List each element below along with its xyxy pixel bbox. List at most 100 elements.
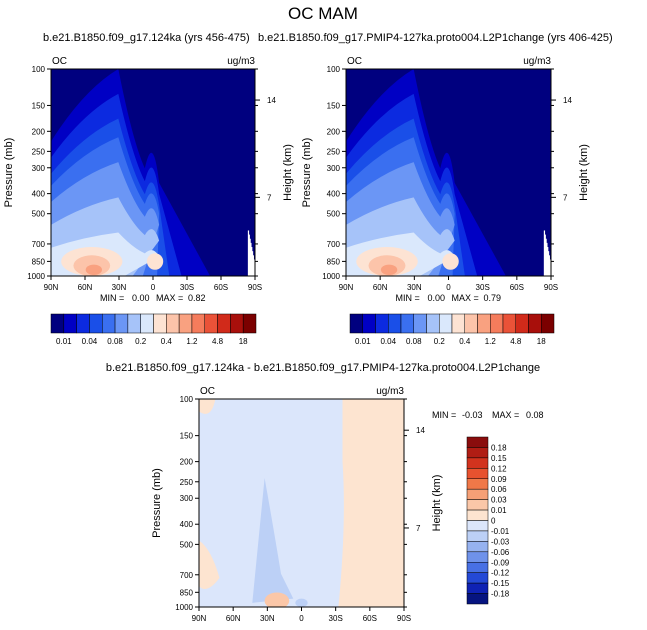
colorbar-label: -0.15	[491, 579, 510, 588]
left-string: OC	[200, 386, 215, 397]
colorbar-swatch	[63, 313, 77, 334]
colorbar-swatch	[466, 468, 489, 479]
y-tick-label: 400	[32, 190, 46, 199]
y-axis-label: Pressure (mb)	[301, 138, 313, 208]
colorbar-swatch	[153, 313, 167, 334]
colorbar-label: 0.15	[491, 454, 507, 463]
orography-mask	[545, 238, 547, 276]
colorbar-label: 0.01	[56, 337, 72, 346]
orography-mask	[247, 230, 250, 276]
min-value: 0.00	[428, 293, 446, 303]
x-tick-label: 0	[299, 614, 304, 623]
y-tick-label: 300	[327, 164, 341, 173]
x-tick-label: 90N	[192, 614, 207, 623]
colorbar-label: 0.03	[491, 496, 507, 505]
orography-mask	[253, 259, 255, 276]
colorbar-label: -0.03	[491, 537, 510, 546]
colorbar: 0.01 0.04 0.08 0.2 0.4 1.2 4.8 18	[50, 313, 257, 346]
orography-mask	[546, 242, 548, 276]
orography-mask	[549, 259, 551, 276]
colorbar-label: 1.2	[186, 337, 198, 346]
y-tick-label: 500	[32, 210, 46, 219]
y-tick-label: 100	[32, 65, 46, 74]
surface-maximum	[380, 264, 398, 275]
colorbar-swatch	[466, 520, 489, 532]
y-tick-label: 250	[327, 147, 341, 156]
y-tick-label: 850	[327, 257, 341, 266]
x-tick-label: 30N	[260, 614, 275, 623]
y-tick-label: 700	[180, 571, 194, 580]
x-tick-label: 30N	[407, 283, 422, 292]
y-tick-label: 700	[32, 240, 46, 249]
y-tick-label: 850	[180, 588, 194, 597]
min-value: 0.00	[132, 293, 150, 303]
orography-mask	[252, 255, 254, 276]
colorbar-swatch	[466, 530, 489, 542]
min-label: MIN =	[100, 293, 124, 303]
max-label: MAX =	[156, 293, 183, 303]
colorbar-swatch	[466, 582, 489, 594]
y-tick-label: 250	[32, 147, 46, 156]
colorbar-swatch	[466, 499, 489, 511]
colorbar-swatch	[466, 509, 489, 521]
colorbar-label: 0.09	[491, 475, 507, 484]
y-tick-label: 300	[180, 494, 194, 503]
colorbar-swatch	[466, 541, 489, 553]
colorbar-swatch	[466, 478, 489, 490]
colorbar-swatch	[102, 313, 116, 334]
colorbar-label: 0.4	[459, 337, 471, 346]
height-tick-label: 14	[267, 96, 276, 105]
orography-mask	[548, 255, 550, 276]
y-tick-label: 100	[180, 395, 194, 404]
max-label: MAX =	[492, 410, 519, 420]
y-tick-label: 1000	[322, 272, 340, 281]
main-title: OC MAM	[288, 4, 358, 23]
orography-mask	[544, 234, 546, 276]
colorbar-swatch	[477, 313, 491, 334]
y-tick-label: 1000	[175, 603, 193, 612]
min-value: -0.03	[462, 410, 483, 420]
y-axis-label: Pressure (mb)	[151, 468, 163, 538]
colorbar-swatch	[502, 313, 516, 334]
x-tick-label: 30S	[476, 283, 490, 292]
panel-2: 100 150 200 250 300 400 500 700 850 1000 14 7 90N 60N…	[258, 32, 613, 346]
min-label: MIN =	[396, 293, 420, 303]
x-tick-label: 90S	[544, 283, 558, 292]
colorbar-swatch	[127, 313, 141, 334]
colorbar-label: 0.4	[161, 337, 173, 346]
colorbar-label: 18	[537, 337, 546, 346]
colorbar-label: -0.18	[491, 590, 510, 599]
y-tick-label: 500	[180, 540, 194, 549]
colorbar-swatch	[466, 572, 489, 584]
x-tick-label: 60S	[510, 283, 524, 292]
colorbar-swatch	[230, 313, 244, 334]
x-tick-label: 60N	[373, 283, 388, 292]
colorbar-label: 18	[239, 337, 248, 346]
x-tick-label: 30S	[180, 283, 194, 292]
colorbar-swatch	[400, 313, 414, 334]
colorbar-label: 0.12	[491, 464, 507, 473]
colorbar-label: 0.18	[491, 443, 507, 452]
y-tick-label: 150	[327, 101, 341, 110]
y-tick-label: 700	[327, 240, 341, 249]
colorbar-label: -0.09	[491, 558, 510, 567]
x-tick-label: 60S	[214, 283, 228, 292]
colorbar-swatch	[490, 313, 504, 334]
surface-maximum	[264, 592, 290, 607]
right-axis-label: Height (km)	[282, 144, 294, 201]
x-tick-label: 60S	[363, 614, 377, 623]
x-tick-label: 90N	[339, 283, 354, 292]
y-tick-label: 150	[180, 432, 194, 441]
min-label: MIN =	[432, 410, 456, 420]
height-tick-label: 7	[416, 524, 421, 533]
y-tick-label: 400	[327, 190, 341, 199]
surface-minimum	[295, 598, 308, 607]
colorbar-label: 0.01	[491, 506, 507, 515]
x-tick-label: 90S	[248, 283, 262, 292]
colorbar-label: -0.01	[491, 527, 510, 536]
panel-title: b.e21.B1850.f09_g17.PMIP4-127ka.proto004…	[258, 32, 613, 44]
contour-band	[199, 399, 216, 414]
y-axis-label: Pressure (mb)	[3, 138, 15, 208]
contour-band	[338, 399, 404, 607]
colorbar-label: 0.08	[107, 337, 123, 346]
